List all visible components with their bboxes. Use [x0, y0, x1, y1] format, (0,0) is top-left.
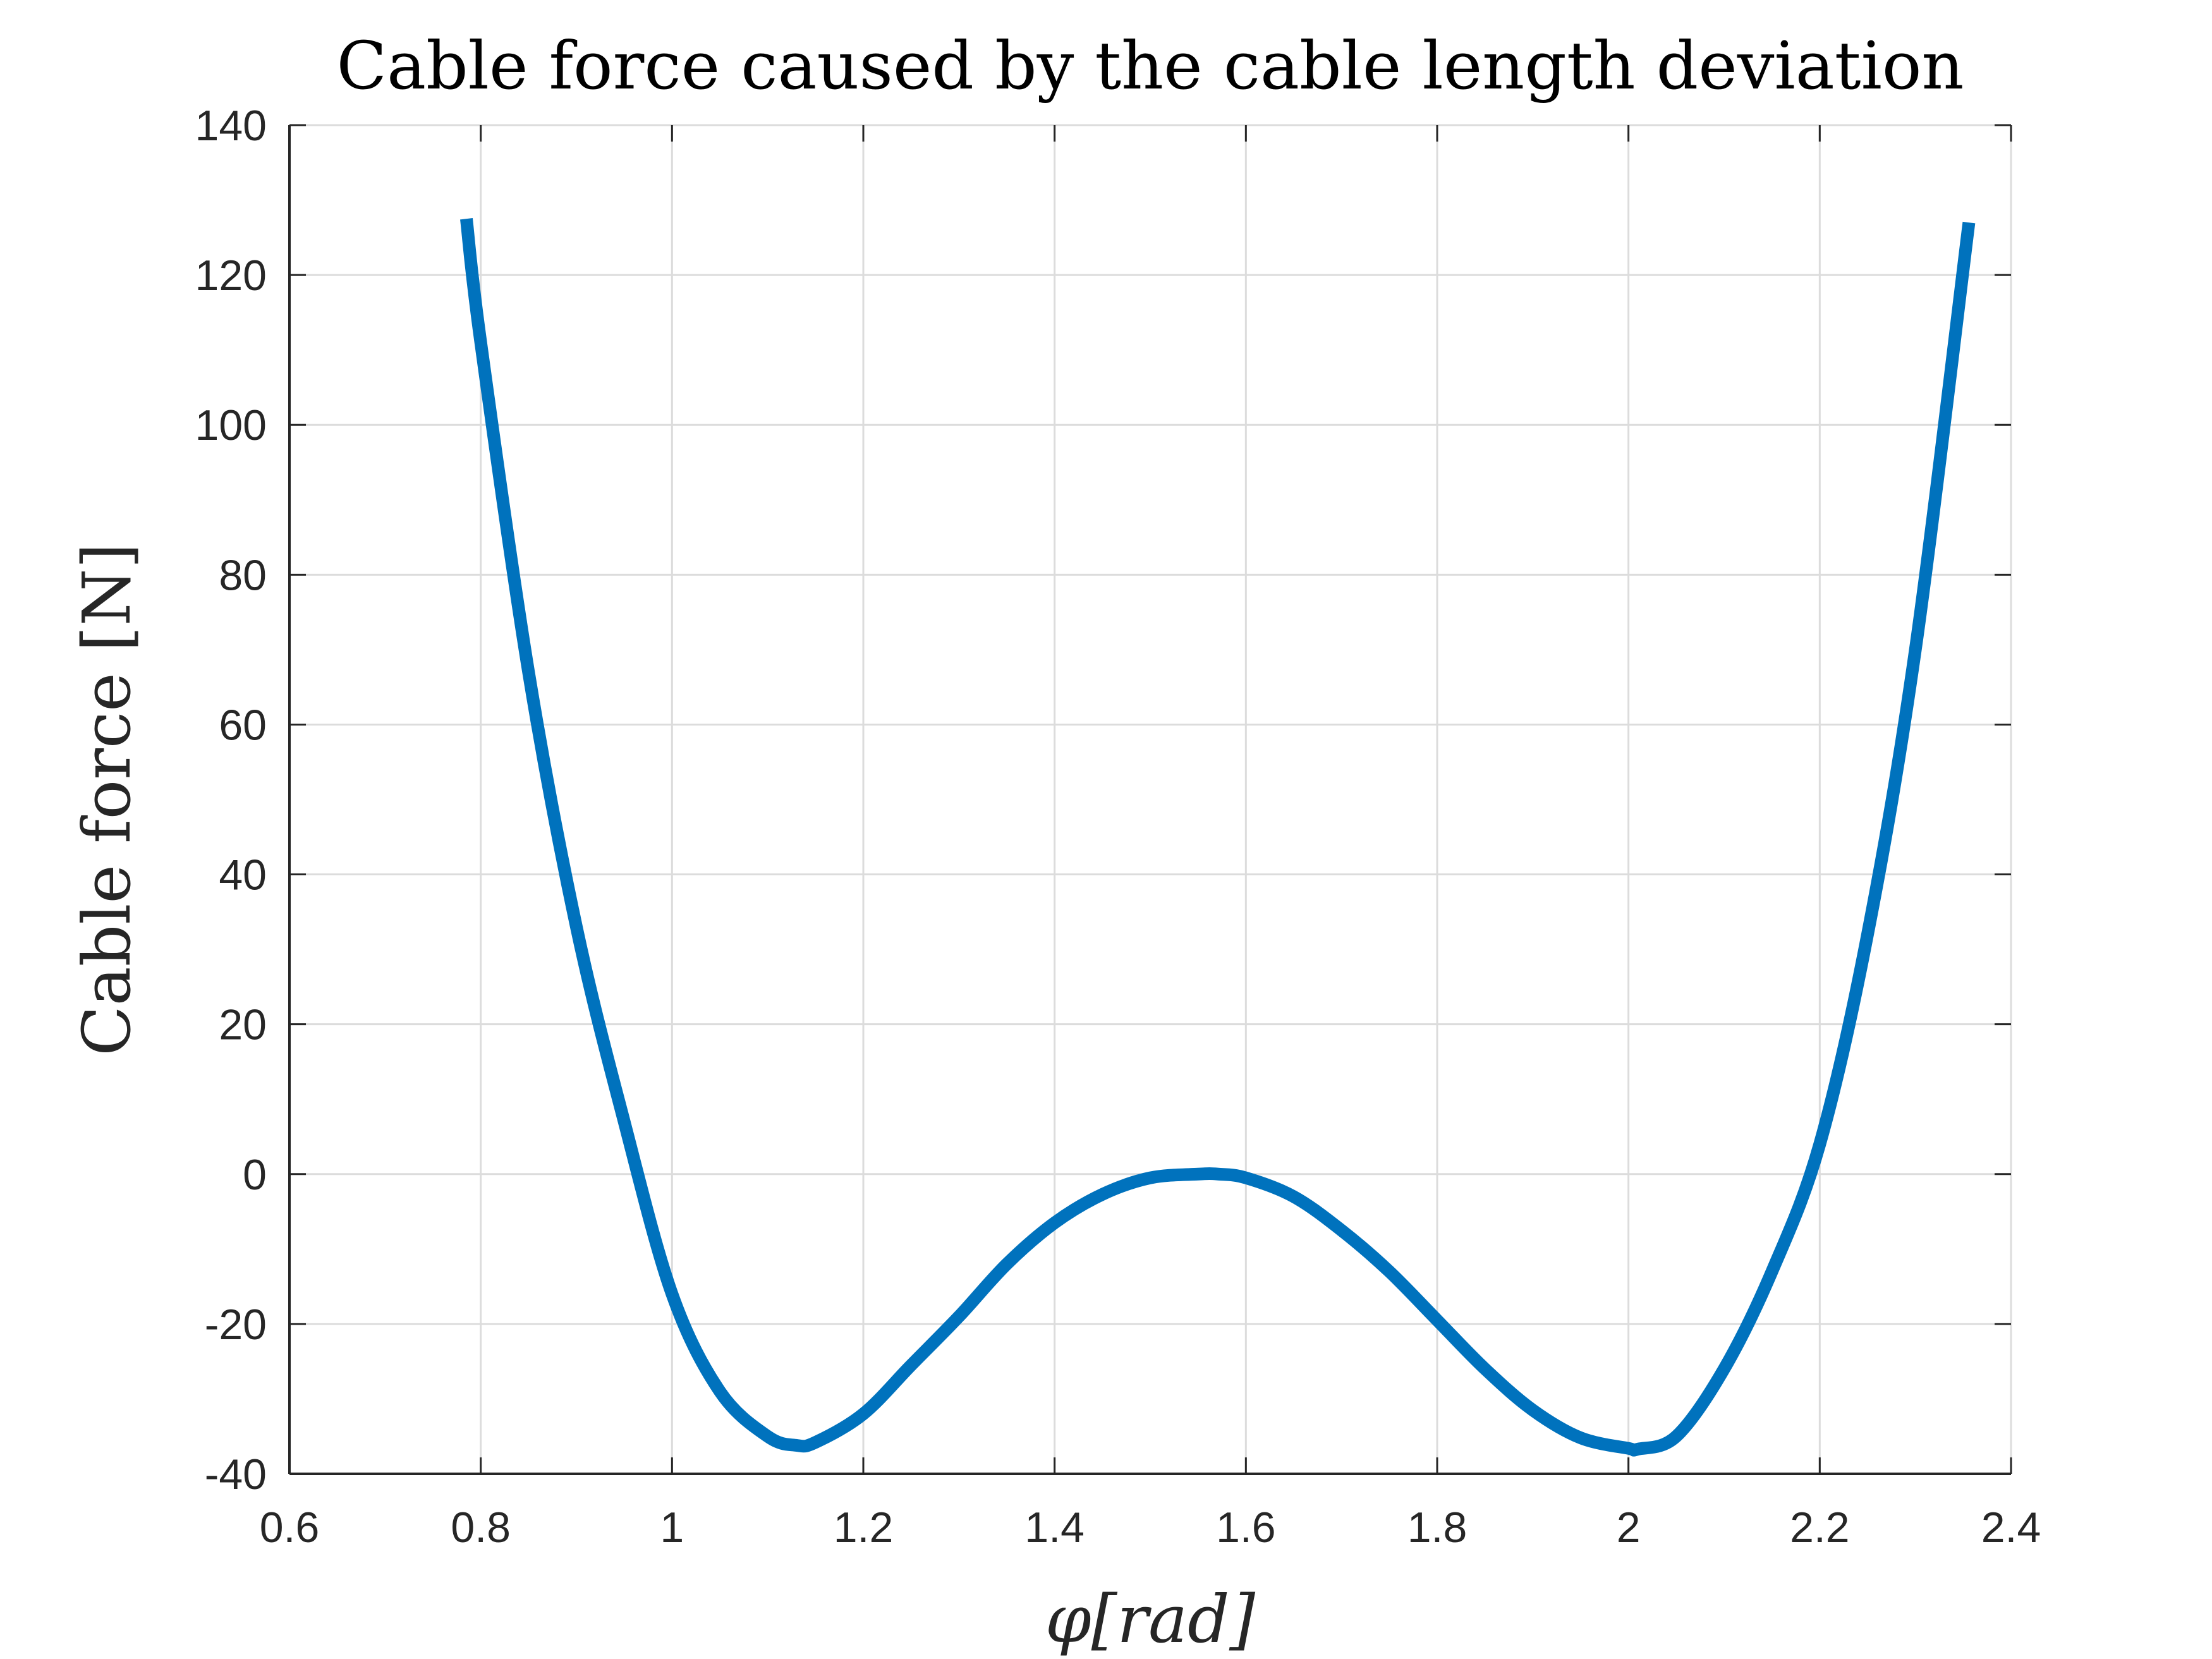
y-tick-label: 140: [195, 102, 267, 150]
plot-background: [289, 125, 2011, 1474]
y-tick-label: 120: [195, 252, 267, 300]
y-tick-label: 40: [219, 851, 267, 899]
y-tick-labels: -40 -20 0 20 40 60 80 100 120 140: [195, 102, 267, 1498]
y-tick-label: 100: [195, 401, 267, 449]
x-tick-label: 2.2: [1790, 1504, 1850, 1552]
x-tick-label: 2.4: [1981, 1504, 2041, 1552]
y-axis-label: Cable force [N]: [68, 543, 145, 1056]
y-tick-label: -40: [205, 1450, 267, 1498]
x-tick-label: 0.8: [451, 1504, 511, 1552]
x-tick-label: 1.4: [1024, 1504, 1085, 1552]
x-tick-label: 1.6: [1216, 1504, 1276, 1552]
y-tick-label: 20: [219, 1001, 267, 1049]
chart-title: Cable force caused by the cable length d…: [337, 27, 1964, 104]
x-tick-label: 1.2: [834, 1504, 894, 1552]
y-tick-label: 60: [219, 701, 267, 749]
x-tick-label: 1.8: [1407, 1504, 1468, 1552]
series-line: [460, 218, 1976, 1457]
x-tick-label: 0.6: [260, 1504, 320, 1552]
series-layer: [460, 218, 1976, 1457]
y-tick-label: -20: [205, 1301, 267, 1349]
axes: [288, 124, 2012, 1475]
y-tick-label: 0: [243, 1151, 267, 1199]
x-axis-label: φ[rad]: [1045, 1581, 1256, 1658]
x-tick-label: 2: [1617, 1504, 1641, 1552]
x-tick-label: 1: [660, 1504, 684, 1552]
y-tick-label: 80: [219, 551, 267, 599]
x-tick-labels: 0.6 0.8 1 1.2 1.4 1.6 1.8 2 2.2 2.4: [260, 1504, 2041, 1552]
